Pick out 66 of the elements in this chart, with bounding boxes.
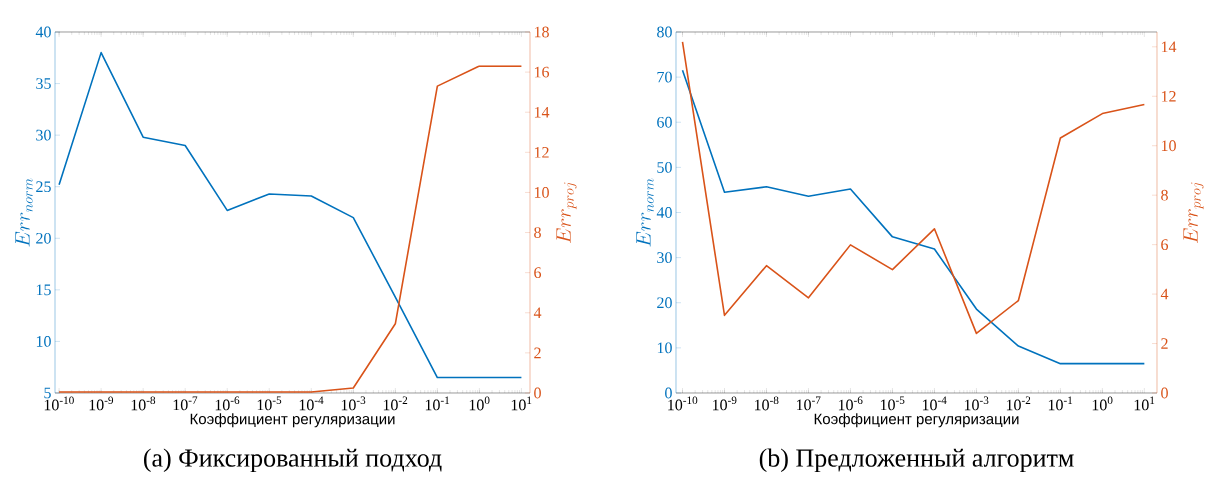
x-axis-title: Коэффициент регуляризации [814,413,1019,428]
y2-tick-label: 0 [534,387,541,399]
y2-tick-label: 16 [534,66,550,78]
x-tick-label: 10$^{-2}$ [1006,396,1031,411]
line-series [681,41,1146,335]
y-tick-label: 50 [657,161,672,173]
x-tick-label: 10$^{-1}$ [425,396,450,411]
y-tick-label: 20 [36,232,51,244]
x-tick-label: 10$^{-3}$ [341,396,366,411]
y2-tick-label: 4 [1160,288,1169,300]
y2-tick-label: 8 [534,227,541,238]
x-tick-label: 10$^{1}$ [1134,396,1155,411]
y-tick-label: 10 [657,342,672,354]
y-tick-label: 30 [36,129,51,141]
y-axis-title: $Err_{norm}$ [15,178,33,247]
x-tick-label: 10$^{-1}$ [1048,396,1073,411]
y2-tick-label: 4 [533,307,542,319]
x-tick-label: 10$^{-8}$ [131,396,156,411]
y2-tick-label: 0 [1161,387,1168,399]
x-tick-label: 10$^{-6}$ [215,396,240,411]
x-tick-label: 10$^{-7}$ [796,396,821,411]
y2-axis-title: $Err_{proj}$ [556,182,577,243]
x-tick-label: 10$^{-4}$ [299,396,324,411]
x-tick-label: 10$^{0}$ [469,396,490,411]
y-tick-label: 10 [36,336,51,347]
y2-tick-label: 2 [1161,338,1168,349]
y-tick-label: 35 [36,78,51,89]
y2-axis-title: $Err_{proj}$ [1183,182,1204,243]
x-tick-label: 10$^{-3}$ [964,396,989,411]
y-tick-label: 40 [656,207,672,218]
y-axis-title: $Err_{norm}$ [636,178,654,247]
x-tick-label: 10$^{-5}$ [880,396,905,411]
y2-tick-label: 2 [534,347,541,359]
y2-tick-label: 14 [1161,41,1177,53]
y-tick-label: 15 [36,284,51,296]
text: (b) Предложенный алгоритм [759,448,1074,473]
x-tick-label: 10$^{-4}$ [922,396,947,411]
y-tick-label: 0 [665,387,672,399]
y-tick-label: 40 [35,26,51,38]
y-tick-label: 25 [36,181,51,193]
x-tick-label: 10$^{0}$ [1092,396,1113,411]
y2-tick-label: 10 [1161,140,1176,152]
y2-tick-label: 6 [1161,239,1169,251]
x-tick-label: 10$^{-9}$ [712,396,737,411]
y2-tick-label: 8 [1161,189,1168,201]
x-tick-label: 10$^{-5}$ [257,396,282,411]
x-axis-title: Коэффициент регуляризации [190,413,395,428]
y-tick-label: 20 [657,297,672,309]
y2-tick-label: 18 [534,26,549,38]
y-tick-label: 5 [44,387,51,399]
x-tick-label: 10$^{-7}$ [173,396,198,411]
y-tick-label: 80 [657,26,672,38]
y2-tick-label: 12 [534,147,549,158]
x-tick-label: 10$^{-2}$ [383,396,408,411]
text: (a) Фиксированный подход [143,448,442,473]
x-tick-label: 10$^{1}$ [511,396,532,411]
x-tick-label: 10$^{-8}$ [754,396,779,411]
y2-tick-label: 10 [534,187,549,198]
y2-tick-label: 14 [534,106,550,118]
y-tick-label: 70 [657,71,672,83]
y-tick-label: 30 [657,252,672,264]
y-tick-label: 60 [657,116,672,128]
x-tick-label: 10$^{-6}$ [838,396,863,411]
y2-tick-label: 6 [534,267,542,279]
y2-tick-label: 12 [1161,90,1176,102]
x-tick-label: 10$^{-9}$ [89,396,114,411]
